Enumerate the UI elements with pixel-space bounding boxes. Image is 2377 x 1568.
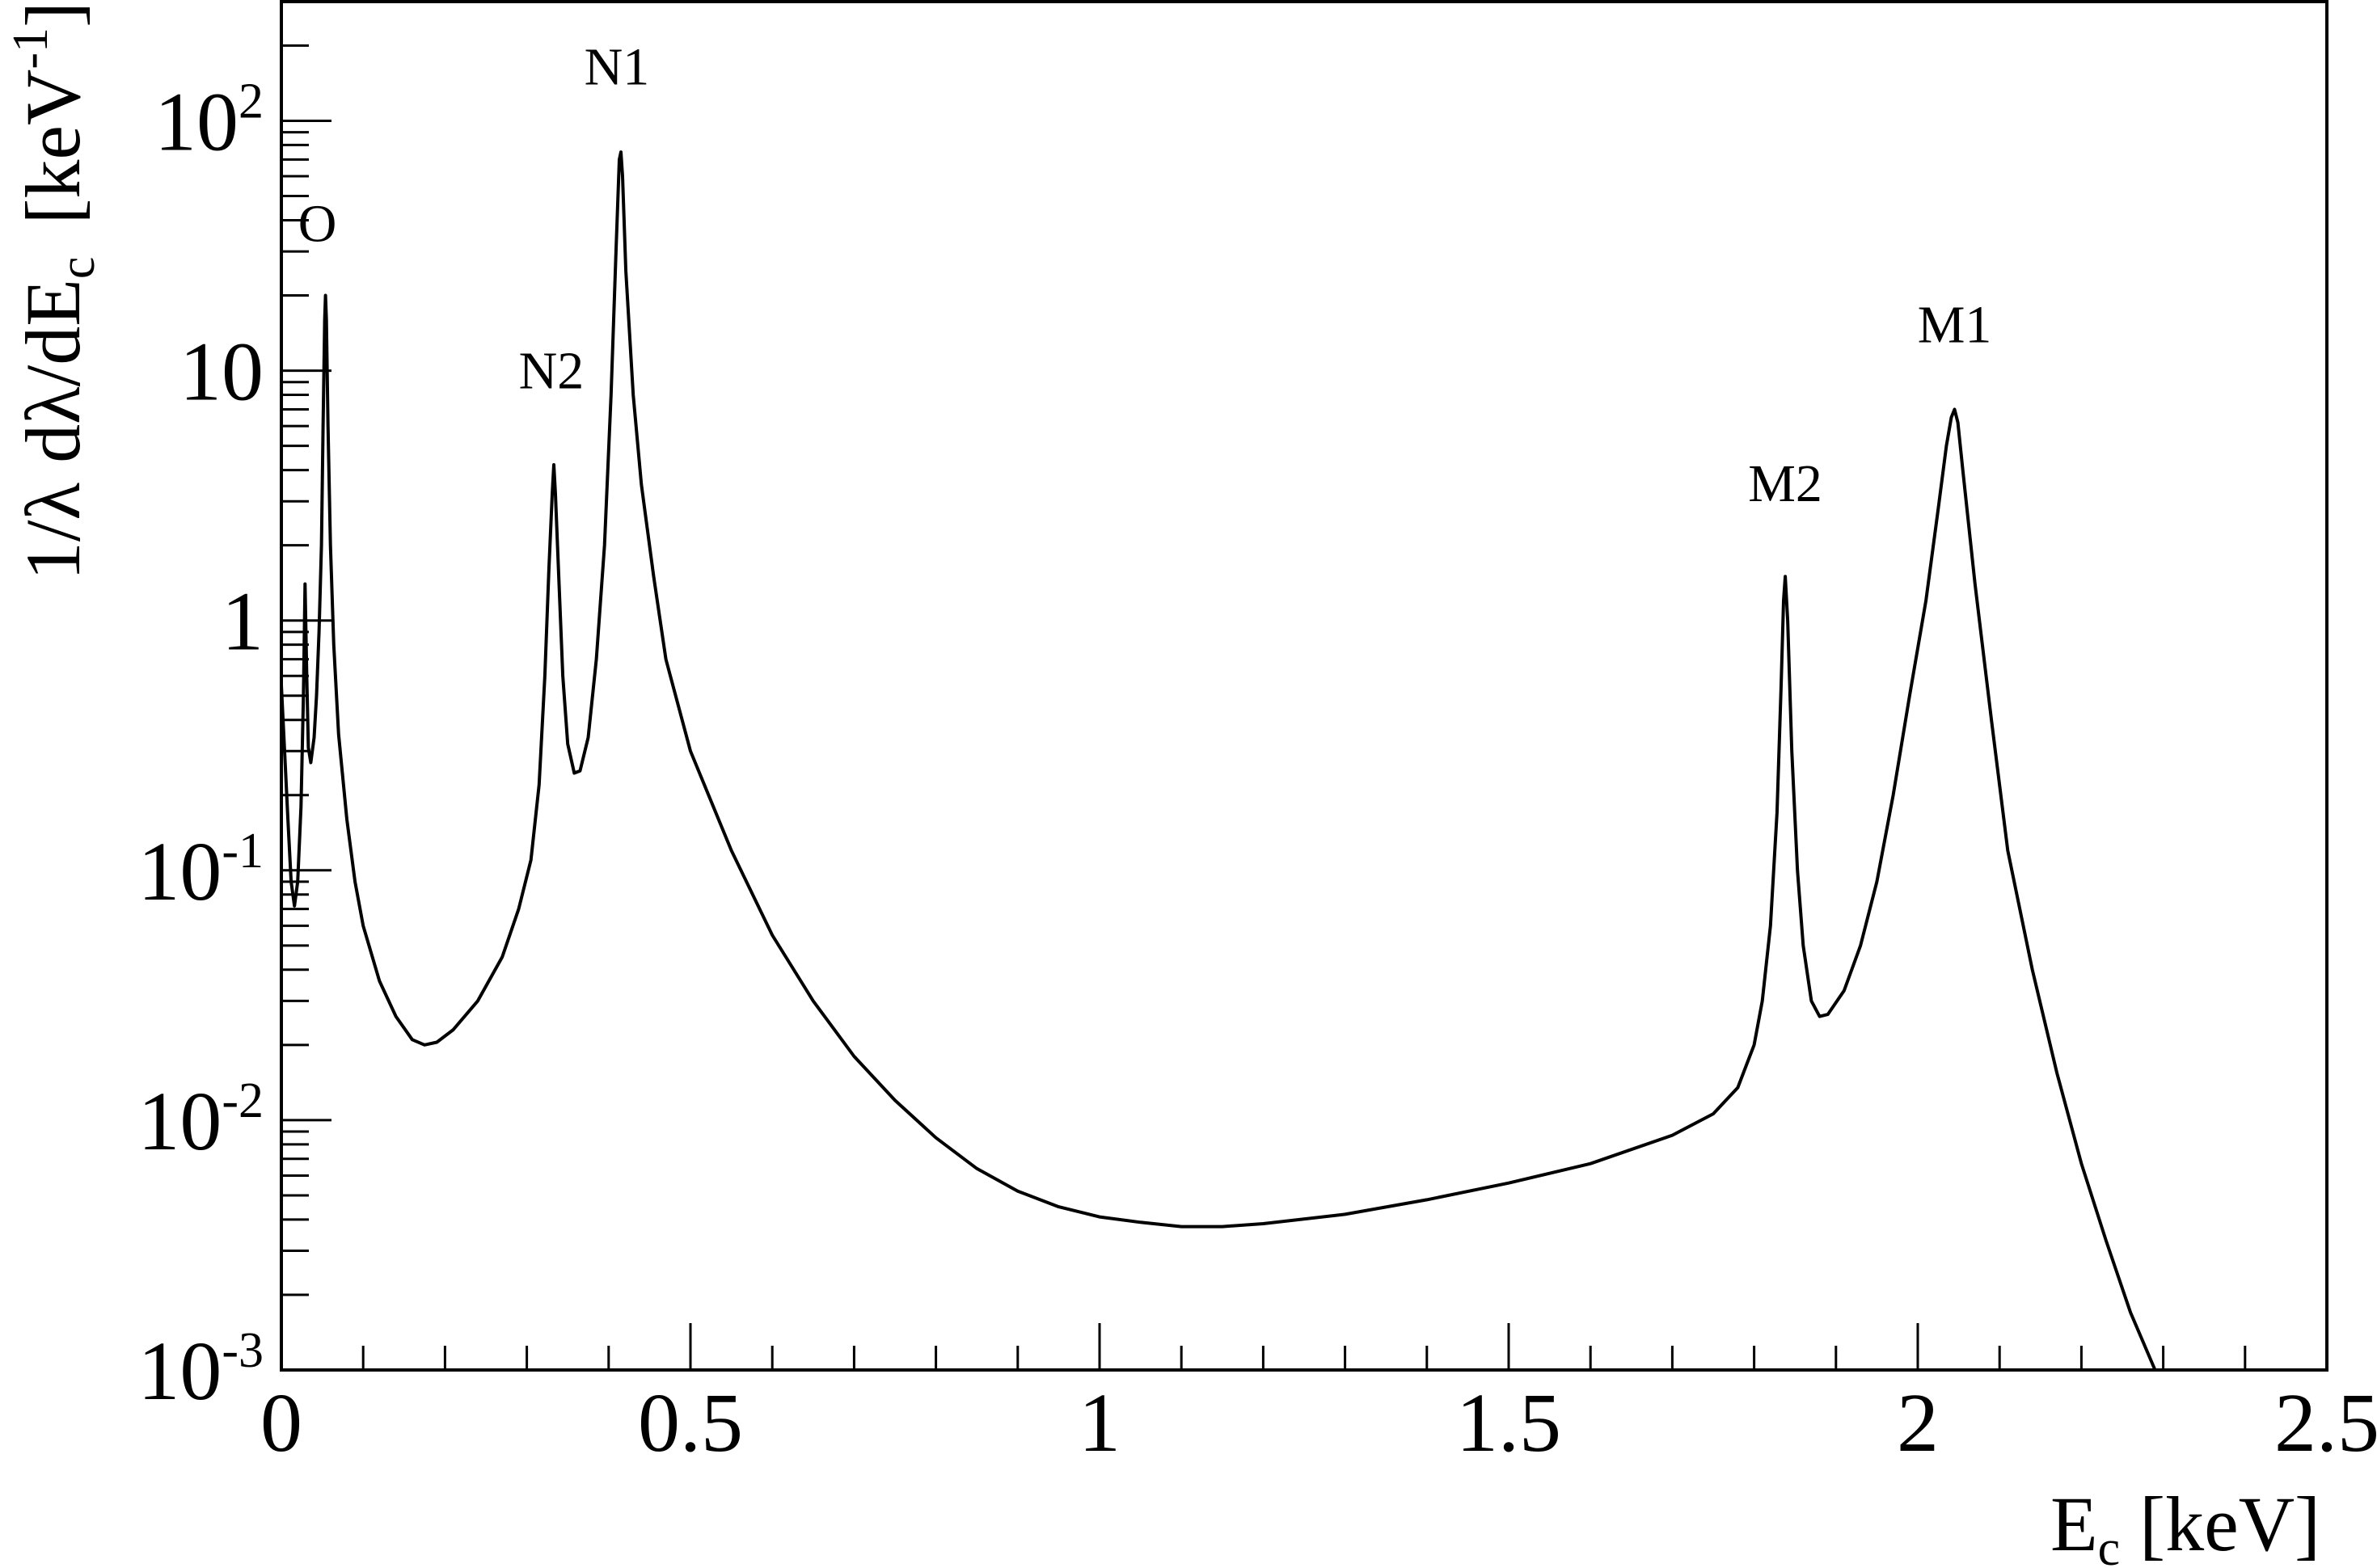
peak-annotations: O N2 N1 M2 M1 [298,37,1992,513]
y-axis-title-subscript: c [50,257,105,280]
y-tick-label: 1 [222,575,264,668]
y-tick-label-exponent: 2 [239,74,264,129]
y-axis-title-unit-superscript: -1 [3,27,58,70]
y-tick-label: 10-2 [137,1073,264,1168]
y-tick-label: 10-1 [137,824,264,918]
x-tick-label: 0.5 [638,1376,743,1469]
y-tick-label-base: 10 [137,1325,222,1418]
y-axis-title-unit-open: [keV [10,70,96,225]
y-tick-label-base: 10 [154,75,239,168]
y-tick-label-exponent: -1 [222,824,264,879]
peak-label-m1: M1 [1918,295,1992,354]
y-tick-label-base: 1 [222,575,264,668]
x-axis-title-main: E [2050,1481,2098,1567]
y-axis-title: 1/λ dλ/dEc [keV-1] [3,2,105,580]
x-tick-label: 2 [1897,1376,1939,1469]
x-tick-label: 0 [260,1376,302,1469]
x-tick-label: 1 [1079,1376,1121,1469]
y-tick-label-base: 10 [179,326,264,419]
y-tick-label-base: 10 [137,825,222,918]
y-tick-label: 10-3 [137,1323,264,1418]
y-tick-label-exponent: -3 [222,1323,264,1378]
peak-label-m2: M2 [1748,454,1822,513]
x-axis-title: Ec [keV] [2050,1481,2320,1568]
series-line [280,150,2157,1371]
x-tick-label: 1.5 [1456,1376,1561,1469]
axis-ticks [280,0,2328,1372]
x-axis-title-unit: [keV] [2120,1481,2320,1567]
y-tick-label-exponent: -2 [222,1073,264,1128]
peak-label-o: O [298,194,337,253]
y-tick-label: 102 [154,74,264,168]
y-tick-label-base: 10 [137,1075,222,1168]
y-axis-title-unit-close: ] [10,2,96,27]
y-tick-label: 10 [179,326,264,419]
peak-label-n2: N2 [519,341,585,400]
x-axis-title-subscript: c [2098,1521,2121,1568]
x-tick-label: 2.5 [2274,1376,2377,1469]
y-axis-title-main: 1/λ dλ/dE [10,279,96,580]
peak-label-n1: N1 [585,37,650,96]
